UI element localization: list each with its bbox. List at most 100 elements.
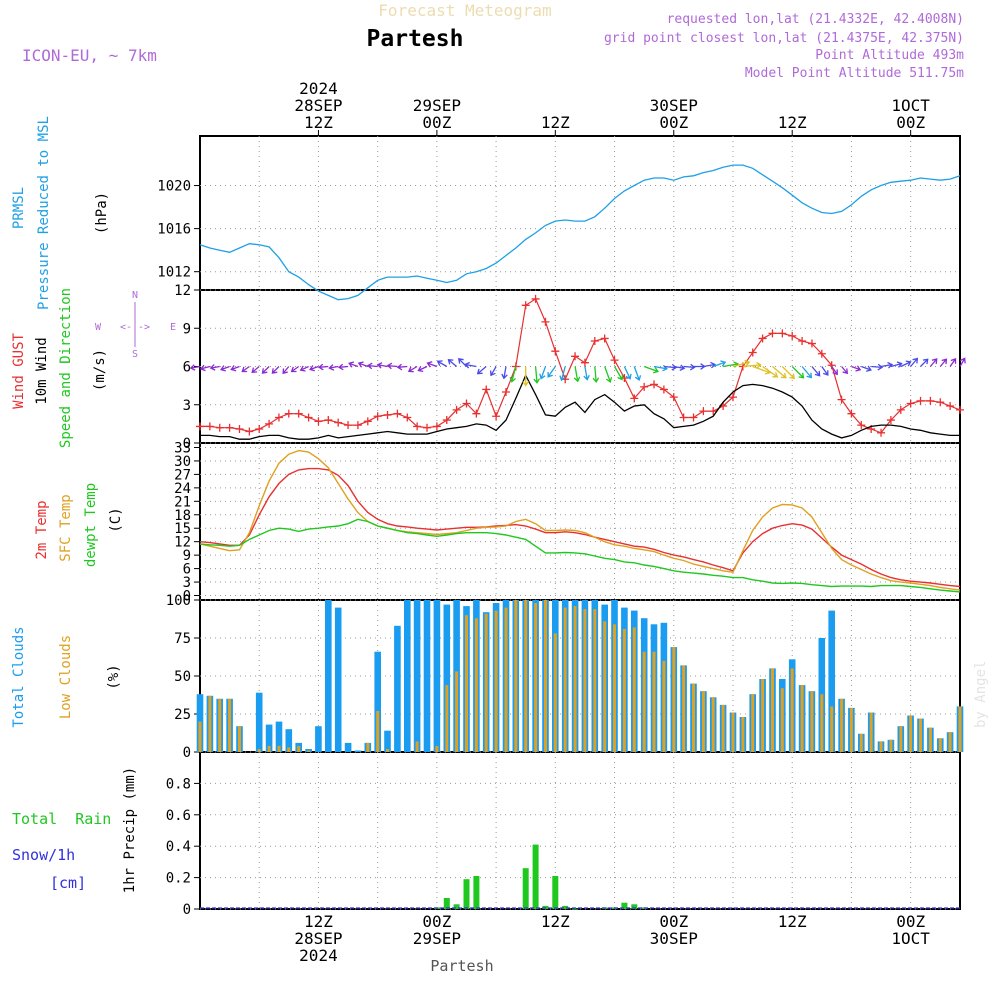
low-cloud-bar bbox=[909, 715, 913, 752]
pressure-label-reduced: Pressure Reduced to MSL bbox=[36, 116, 52, 310]
low-cloud-bar bbox=[820, 694, 824, 752]
low-cloud-bar bbox=[928, 727, 932, 752]
bottom-time-label: 30SEP bbox=[650, 929, 698, 948]
low-cloud-bar bbox=[484, 613, 488, 752]
low-cloud-bar bbox=[524, 600, 528, 752]
wind-direction-arrow bbox=[920, 358, 929, 367]
low-cloud-bar bbox=[267, 745, 271, 752]
wind-direction-arrow bbox=[220, 365, 230, 372]
wind-tick-label: 6 bbox=[183, 360, 191, 376]
gust-marker bbox=[946, 402, 955, 411]
low-cloud-bar bbox=[257, 749, 261, 752]
gust-marker bbox=[837, 395, 846, 404]
wind-direction-arrow bbox=[317, 363, 329, 371]
clouds-label-total: Total Clouds bbox=[11, 626, 27, 727]
gust-marker bbox=[531, 294, 540, 303]
low-cloud-bar bbox=[711, 697, 715, 752]
wind-direction-arrow bbox=[489, 366, 497, 377]
total-cloud-bar bbox=[433, 600, 441, 752]
low-cloud-bar bbox=[879, 741, 883, 752]
low-cloud-bar bbox=[573, 606, 577, 752]
gust-marker bbox=[857, 421, 866, 430]
top-time-label: 1OCT bbox=[891, 96, 930, 115]
wind-direction-arrow bbox=[509, 366, 517, 383]
temp-tick-label: 0 bbox=[183, 589, 191, 605]
temp-tick-label: 9 bbox=[183, 548, 191, 564]
total-cloud-bar bbox=[325, 600, 332, 752]
rain-bar bbox=[621, 902, 628, 909]
wind-direction-arrow bbox=[261, 366, 270, 374]
temp-tick-label: 27 bbox=[174, 467, 191, 483]
low-cloud-bar bbox=[622, 628, 626, 752]
gust-marker bbox=[472, 409, 481, 418]
pressure-tick-label: 1012 bbox=[157, 265, 191, 281]
low-cloud-bar bbox=[919, 718, 922, 752]
low-cloud-bar bbox=[366, 742, 370, 752]
plot-layer: 1012101610200369120369121518212427303302… bbox=[157, 79, 966, 965]
rain-bar bbox=[532, 844, 539, 909]
low-cloud-bar bbox=[849, 707, 853, 752]
wind-direction-arrow bbox=[447, 358, 458, 367]
gust-marker bbox=[363, 417, 372, 426]
wind-direction-arrow bbox=[426, 361, 438, 368]
wind-label-speed-dir: Speed and Direction bbox=[58, 288, 74, 448]
wind-direction-arrow bbox=[861, 365, 872, 372]
super-title: Forecast Meteogram bbox=[378, 1, 551, 20]
top-time-label: 00Z bbox=[659, 113, 688, 132]
low-cloud-bar bbox=[435, 745, 439, 752]
wind-direction-arrow bbox=[613, 366, 624, 381]
low-cloud-bar bbox=[307, 750, 311, 752]
wind-tick-label: 12 bbox=[174, 283, 191, 299]
gust-marker bbox=[916, 396, 925, 405]
low-cloud-bar bbox=[652, 651, 656, 752]
gust-marker bbox=[324, 416, 333, 425]
temp-dewpt-line bbox=[199, 518, 961, 593]
gust-marker bbox=[403, 413, 412, 422]
wind-direction-arrow bbox=[436, 360, 448, 368]
temp-panel-frame bbox=[199, 442, 961, 601]
low-cloud-bar bbox=[455, 671, 459, 752]
low-cloud-bar bbox=[514, 600, 518, 752]
wind-direction-arrow bbox=[573, 366, 581, 383]
gust-marker bbox=[768, 329, 777, 338]
gust-marker bbox=[580, 358, 589, 367]
gust-marker bbox=[936, 398, 945, 407]
precip-label-rain: Total Rain bbox=[12, 810, 111, 828]
model-point-altitude: Model Point Altitude 511.75m bbox=[745, 66, 964, 81]
wind-tick-label: 0 bbox=[183, 436, 191, 452]
low-cloud-bar bbox=[386, 749, 389, 752]
rain-bar bbox=[473, 876, 480, 909]
gust-marker bbox=[344, 421, 353, 430]
gust-marker bbox=[571, 352, 580, 361]
temp-label-2m: 2m Temp bbox=[34, 500, 50, 559]
low-cloud-bar bbox=[889, 739, 893, 752]
gust-marker bbox=[640, 382, 649, 391]
top-time-label: 2024 bbox=[299, 79, 338, 98]
low-cloud-bar bbox=[642, 651, 646, 752]
pressure-tick-label: 1016 bbox=[157, 222, 191, 238]
temp-tick-label: 18 bbox=[174, 508, 191, 524]
low-cloud-bar bbox=[474, 618, 478, 752]
gust-marker bbox=[659, 385, 668, 394]
low-cloud-bar bbox=[583, 609, 587, 752]
gust-marker bbox=[551, 347, 560, 356]
wind-direction-arrow bbox=[547, 366, 556, 378]
gust-marker bbox=[827, 361, 836, 370]
pressure-tick-label: 1020 bbox=[157, 179, 191, 195]
wind-direction-arrow bbox=[663, 363, 678, 371]
wind-direction-arrow bbox=[791, 366, 805, 379]
wind-direction-arrow bbox=[623, 366, 632, 380]
temp-label-unit: (C) bbox=[108, 507, 124, 532]
wind-direction-arrow bbox=[959, 357, 966, 367]
pressure-label-prmsl: PRMSL bbox=[11, 187, 27, 229]
wind-direction-arrow bbox=[407, 365, 418, 373]
wind-direction-arrow bbox=[673, 364, 686, 371]
total-cloud-bar bbox=[334, 607, 342, 752]
gust-marker bbox=[788, 331, 797, 340]
low-cloud-bar bbox=[790, 668, 794, 752]
low-cloud-bar bbox=[662, 660, 666, 752]
gust-marker bbox=[452, 405, 461, 414]
gust-marker bbox=[314, 417, 323, 426]
bottom-time-label: 00Z bbox=[896, 912, 925, 931]
model-label: ICON-EU, ~ 7km bbox=[22, 46, 157, 65]
